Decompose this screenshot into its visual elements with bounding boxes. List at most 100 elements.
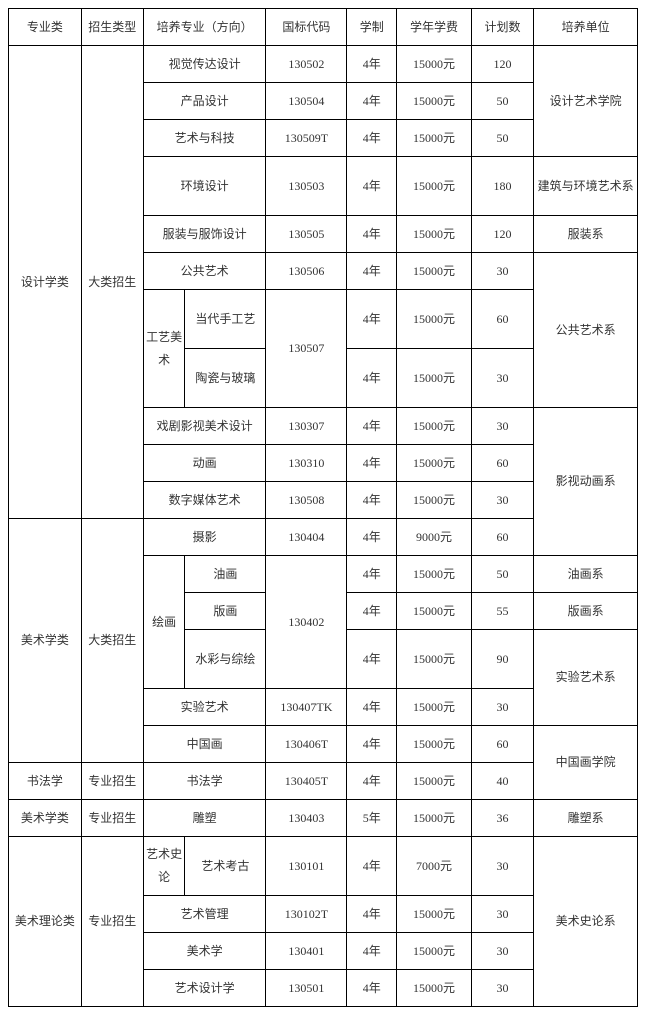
- cell-code: 130402: [266, 556, 347, 689]
- cell-plan: 30: [471, 896, 533, 933]
- cell-unit: 版画系: [534, 593, 638, 630]
- cell-dur: 4年: [347, 46, 397, 83]
- cell-plan: 30: [471, 970, 533, 1007]
- cell-code: 130506: [266, 253, 347, 290]
- cell-major: 艺术与科技: [143, 120, 265, 157]
- cell-category: 设计学类: [9, 46, 82, 519]
- cell-fee: 15000元: [397, 933, 472, 970]
- cell-dur: 4年: [347, 519, 397, 556]
- cell-fee: 15000元: [397, 445, 472, 482]
- cell-plan: 180: [471, 157, 533, 216]
- cell-unit: 美术史论系: [534, 837, 638, 1007]
- cell-plan: 30: [471, 253, 533, 290]
- cell-dur: 4年: [347, 83, 397, 120]
- col-category: 专业类: [9, 9, 82, 46]
- cell-dur: 4年: [347, 630, 397, 689]
- cell-plan: 30: [471, 408, 533, 445]
- cell-code: 130404: [266, 519, 347, 556]
- cell-unit: 设计艺术学院: [534, 46, 638, 157]
- cell-enroll-type: 大类招生: [81, 519, 143, 763]
- cell-dur: 4年: [347, 689, 397, 726]
- cell-fee: 15000元: [397, 216, 472, 253]
- cell-enroll-type: 专业招生: [81, 763, 143, 800]
- cell-code: 130405T: [266, 763, 347, 800]
- cell-code: 130102T: [266, 896, 347, 933]
- col-enroll-type: 招生类型: [81, 9, 143, 46]
- cell-code: 130509T: [266, 120, 347, 157]
- table-row: 美术学类 专业招生 雕塑 130403 5年 15000元 36 雕塑系: [9, 800, 638, 837]
- cell-major-group: 艺术史论: [143, 837, 185, 896]
- cell-plan: 30: [471, 482, 533, 519]
- cell-major: 摄影: [143, 519, 265, 556]
- cell-major: 实验艺术: [143, 689, 265, 726]
- cell-fee: 15000元: [397, 556, 472, 593]
- cell-dur: 4年: [347, 726, 397, 763]
- cell-fee: 7000元: [397, 837, 472, 896]
- cell-major-group: 绘画: [143, 556, 185, 689]
- cell-plan: 50: [471, 120, 533, 157]
- cell-plan: 120: [471, 46, 533, 83]
- cell-code: 130101: [266, 837, 347, 896]
- cell-code: 130401: [266, 933, 347, 970]
- cell-major: 艺术考古: [185, 837, 266, 896]
- cell-major-group: 工艺美术: [143, 290, 185, 408]
- cell-fee: 15000元: [397, 83, 472, 120]
- cell-plan: 30: [471, 933, 533, 970]
- cell-dur: 4年: [347, 933, 397, 970]
- cell-code: 130403: [266, 800, 347, 837]
- cell-dur: 4年: [347, 837, 397, 896]
- cell-plan: 60: [471, 290, 533, 349]
- cell-category: 书法学: [9, 763, 82, 800]
- cell-major: 视觉传达设计: [143, 46, 265, 83]
- cell-code: 130307: [266, 408, 347, 445]
- cell-dur: 4年: [347, 216, 397, 253]
- cell-plan: 30: [471, 689, 533, 726]
- cell-major: 艺术管理: [143, 896, 265, 933]
- cell-category: 美术理论类: [9, 837, 82, 1007]
- cell-major: 戏剧影视美术设计: [143, 408, 265, 445]
- cell-dur: 4年: [347, 253, 397, 290]
- cell-major: 陶瓷与玻璃: [185, 349, 266, 408]
- cell-unit: 油画系: [534, 556, 638, 593]
- cell-fee: 15000元: [397, 482, 472, 519]
- cell-fee: 15000元: [397, 290, 472, 349]
- cell-plan: 90: [471, 630, 533, 689]
- cell-major: 动画: [143, 445, 265, 482]
- cell-unit: 服装系: [534, 216, 638, 253]
- cell-dur: 4年: [347, 593, 397, 630]
- cell-fee: 15000元: [397, 630, 472, 689]
- cell-unit: 建筑与环境艺术系: [534, 157, 638, 216]
- cell-major: 美术学: [143, 933, 265, 970]
- cell-fee: 15000元: [397, 593, 472, 630]
- cell-dur: 4年: [347, 896, 397, 933]
- cell-major: 水彩与综绘: [185, 630, 266, 689]
- col-code: 国标代码: [266, 9, 347, 46]
- cell-dur: 4年: [347, 445, 397, 482]
- cell-dur: 4年: [347, 763, 397, 800]
- cell-unit: 实验艺术系: [534, 630, 638, 726]
- cell-code: 130310: [266, 445, 347, 482]
- cell-plan: 120: [471, 216, 533, 253]
- admissions-table: 专业类 招生类型 培养专业（方向） 国标代码 学制 学年学费 计划数 培养单位 …: [8, 8, 638, 1007]
- cell-fee: 15000元: [397, 763, 472, 800]
- cell-dur: 4年: [347, 349, 397, 408]
- cell-plan: 30: [471, 837, 533, 896]
- cell-plan: 60: [471, 445, 533, 482]
- cell-fee: 15000元: [397, 253, 472, 290]
- col-unit: 培养单位: [534, 9, 638, 46]
- cell-major: 版画: [185, 593, 266, 630]
- cell-fee: 15000元: [397, 120, 472, 157]
- cell-unit: 中国画学院: [534, 726, 638, 800]
- cell-code: 130502: [266, 46, 347, 83]
- header-row: 专业类 招生类型 培养专业（方向） 国标代码 学制 学年学费 计划数 培养单位: [9, 9, 638, 46]
- cell-enroll-type: 专业招生: [81, 837, 143, 1007]
- cell-code: 130508: [266, 482, 347, 519]
- cell-major: 书法学: [143, 763, 265, 800]
- cell-major: 艺术设计学: [143, 970, 265, 1007]
- cell-fee: 15000元: [397, 896, 472, 933]
- cell-dur: 4年: [347, 120, 397, 157]
- cell-major: 雕塑: [143, 800, 265, 837]
- cell-fee: 15000元: [397, 800, 472, 837]
- cell-major: 环境设计: [143, 157, 265, 216]
- col-fee: 学年学费: [397, 9, 472, 46]
